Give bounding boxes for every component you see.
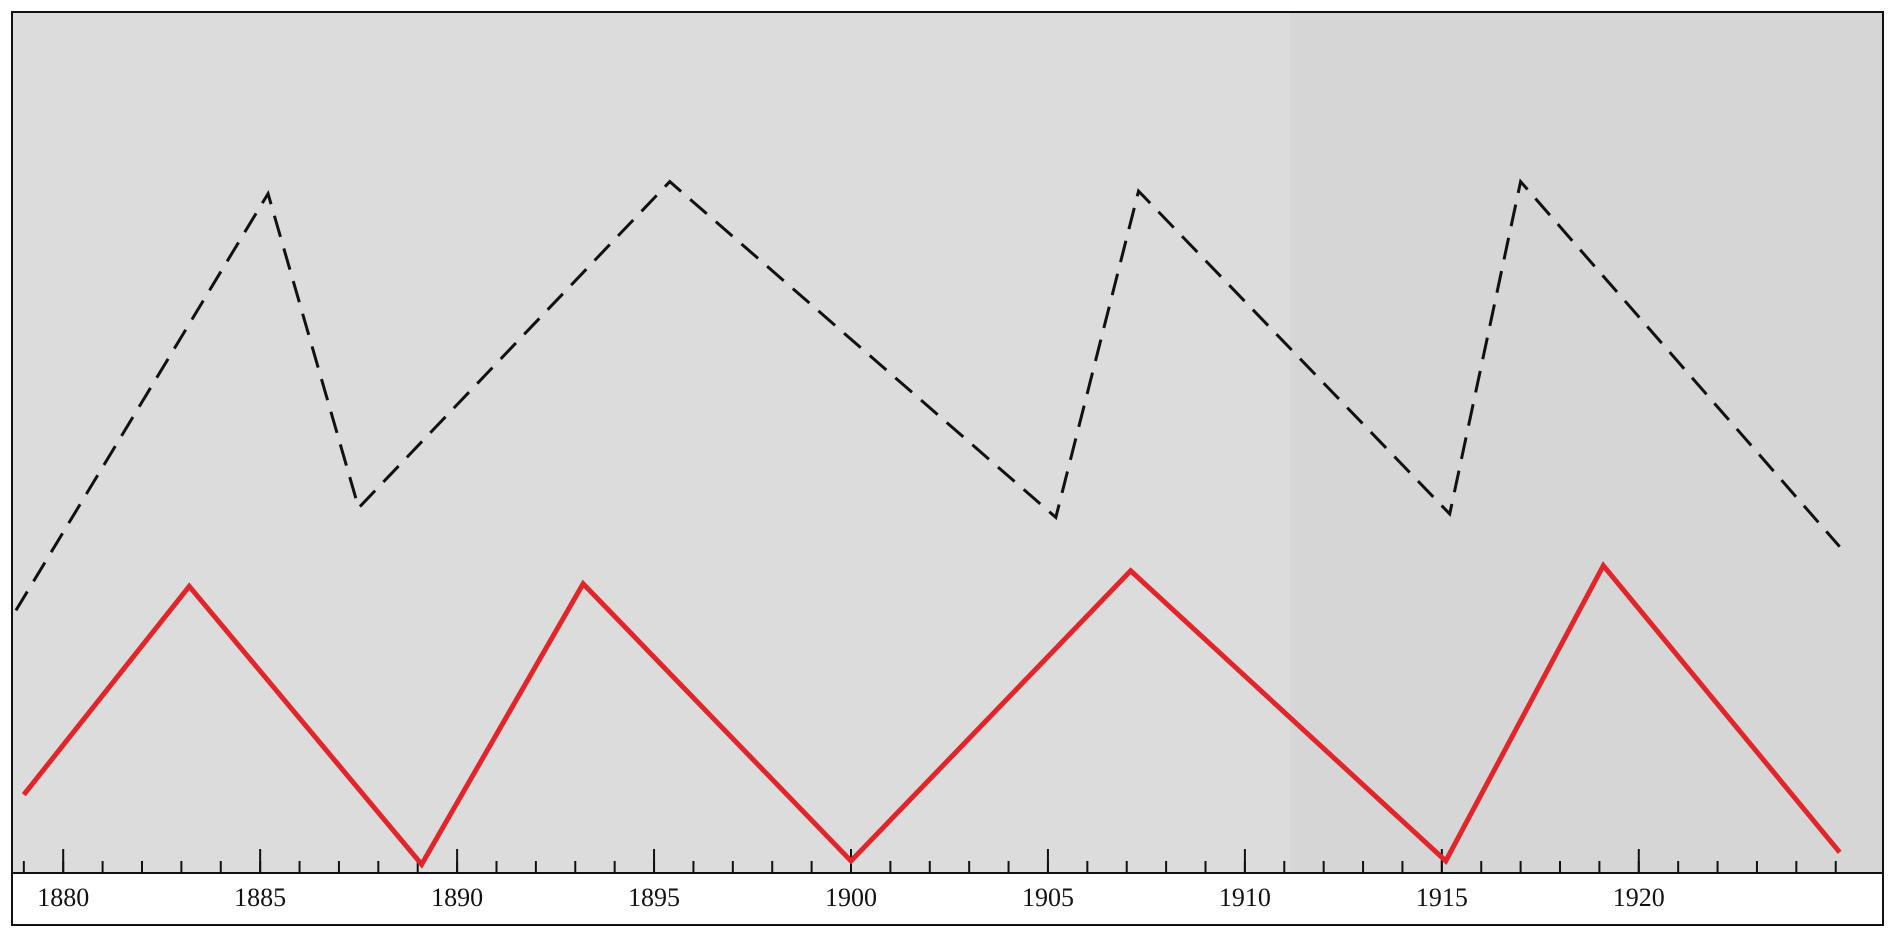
x-tick-label: 1920 <box>1613 883 1665 912</box>
x-tick-label: 1905 <box>1022 883 1074 912</box>
x-tick-label: 1880 <box>37 883 89 912</box>
x-tick-label: 1900 <box>825 883 877 912</box>
plot-background-panel <box>1290 12 1883 873</box>
series-line <box>14 178 1841 612</box>
x-tick-label: 1890 <box>431 883 483 912</box>
x-tick-label: 1885 <box>234 883 286 912</box>
frame <box>11 11 1884 926</box>
x-tick-label: 1910 <box>1219 883 1271 912</box>
series-line <box>21 561 1842 869</box>
x-tick-label: 1895 <box>628 883 680 912</box>
x-tick-label: 1915 <box>1416 883 1468 912</box>
